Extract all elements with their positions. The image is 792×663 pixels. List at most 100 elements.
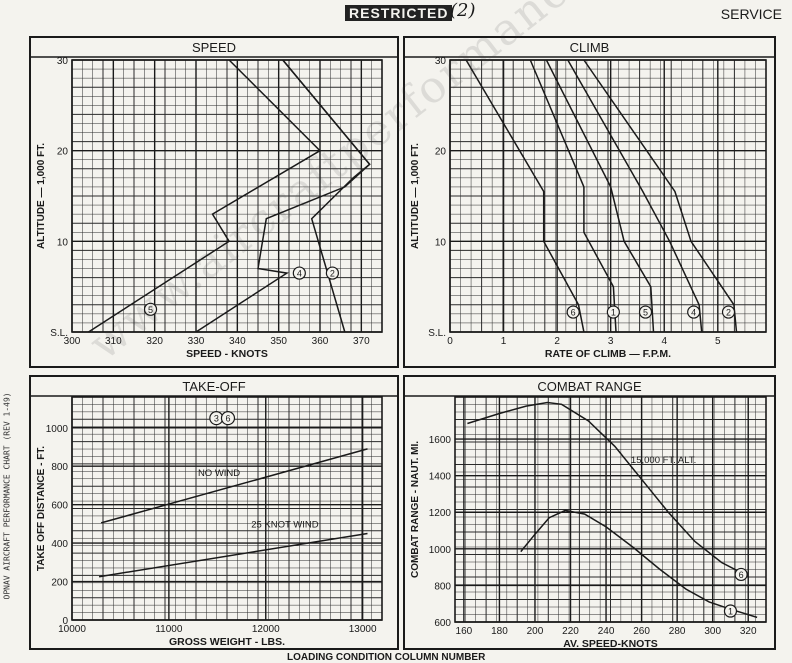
takeoff-x-tick-label: 13000 (349, 624, 377, 635)
climb-series-marker (606, 305, 620, 319)
climb-series-line (465, 59, 585, 333)
takeoff-condition-marker-label: 3 (214, 414, 219, 424)
speed-x-tick-label: 360 (312, 336, 329, 347)
speed-x-tick-label: 320 (146, 336, 163, 347)
takeoff-series-label: 25 KNOT WIND (251, 520, 319, 531)
speed-y-tick-label: 20 (57, 147, 69, 158)
climb-series-marker (566, 305, 580, 319)
combat_range-x-axis-label: AV. SPEED-KNOTS (563, 638, 658, 650)
climb-series-line (545, 59, 655, 333)
climb-x-tick-label: 2 (554, 336, 560, 347)
service-label: SERVICE (720, 6, 782, 22)
speed-y-axis-label: ALTITUDE — 1,000 FT. (36, 143, 47, 249)
restricted-stamp: RESTRICTED (345, 5, 453, 21)
climb-series-marker-label: 6 (571, 308, 576, 318)
climb-x-tick-label: 0 (447, 336, 453, 347)
takeoff-series-label: NO WIND (198, 468, 240, 479)
speed-title: SPEED (192, 40, 236, 55)
climb-x-tick-label: 1 (501, 336, 507, 347)
takeoff-frame (29, 375, 399, 650)
combat_range-x-tick-label: 280 (669, 626, 686, 637)
combat_range-series-marker-label: 1 (728, 607, 733, 617)
climb-x-axis-label: RATE OF CLIMB — F.P.M. (545, 348, 671, 360)
climb-x-tick-label: 3 (608, 336, 614, 347)
takeoff-y-tick-label: 600 (51, 501, 68, 512)
climb-y-tick-label: 10 (435, 237, 447, 248)
combat_range-x-tick-label: 160 (456, 626, 473, 637)
takeoff-title: TAKE-OFF (182, 379, 245, 394)
combat_range-series-marker (723, 604, 738, 618)
takeoff-x-tick-label: 12000 (252, 624, 280, 635)
combat_range-x-tick-label: 180 (491, 626, 508, 637)
takeoff-x-axis-label: GROSS WEIGHT - LBS. (169, 636, 285, 648)
combat_range-x-tick-label: 240 (598, 626, 615, 637)
takeoff-y-axis-label: TAKE OFF DISTANCE - FT. (36, 446, 47, 571)
climb-chart: CLIMB 0 1 2 3 4 5 S.L. 10 20 30 RATE OF CLIMB — F.P… (403, 36, 776, 368)
speed-series-marker-label: 2 (330, 269, 335, 279)
takeoff-y-tick-label: 0 (62, 616, 68, 627)
combat_range-y-tick-label: 1000 (429, 545, 452, 556)
speed-series-marker-label: 4 (297, 269, 302, 279)
combat_range-series-line (520, 509, 758, 619)
speed-y-tick-label: 10 (57, 237, 69, 248)
takeoff-x-tick-label: 10000 (58, 624, 86, 635)
climb-frame (403, 36, 776, 368)
speed-x-tick-label: 350 (270, 336, 287, 347)
speed-x-tick-label: 300 (64, 336, 81, 347)
takeoff-chart: TAKE-OFF 10000 11000 12000 13000 0 200 400 600 80… (29, 375, 399, 650)
combat_range-x-tick-label: 320 (740, 626, 757, 637)
climb-series-marker (687, 305, 701, 319)
speed-chart: SPEED 300 310 320 330 340 350 360 370 S.L. 10 20 30 S… (29, 36, 399, 368)
speed-frame (29, 36, 399, 368)
climb-series-marker-label: 5 (643, 308, 648, 318)
takeoff-y-tick-label: 1000 (46, 424, 69, 435)
climb-title: CLIMB (570, 40, 610, 55)
speed-series-marker-label: 5 (148, 305, 153, 315)
combat_range-chart: COMBAT RANGE 160 180 200 220 240 260 280 300 320 6… (403, 375, 776, 650)
climb-y-axis-label: ALTITUDE — 1,000 FT. (410, 143, 421, 249)
combat_range-y-tick-label: 1600 (429, 435, 452, 446)
combat_range-x-tick-label: 200 (527, 626, 544, 637)
speed-x-tick-label: 340 (229, 336, 246, 347)
takeoff-series-line (98, 532, 368, 578)
speed-series-line (88, 59, 322, 333)
climb-x-tick-label: 4 (661, 336, 667, 347)
speed-x-axis-label: SPEED - KNOTS (186, 348, 268, 360)
climb-series-marker (721, 305, 736, 319)
climb-series-line (529, 59, 617, 333)
page-number: (2) (450, 0, 476, 21)
takeoff-y-tick-label: 800 (51, 462, 68, 473)
takeoff-x-tick-label: 11000 (155, 624, 183, 635)
combat_range-series-marker-label: 6 (739, 570, 744, 580)
climb-y-tick-label: 20 (435, 147, 447, 158)
speed-x-tick-label: 370 (353, 336, 370, 347)
combat_range-y-tick-label: 1400 (429, 472, 452, 483)
combat_range-y-axis-label: COMBAT RANGE - NAUT. MI. (410, 441, 421, 578)
takeoff-condition-marker (220, 411, 236, 426)
combat_range-x-tick-label: 220 (562, 626, 579, 637)
speed-series-marker (143, 302, 158, 316)
climb-series-marker-label: 4 (691, 308, 696, 318)
speed-series-line (282, 59, 371, 333)
climb-y-tick-label: 30 (435, 56, 447, 67)
combat_range-x-tick-label: 300 (704, 626, 721, 637)
speed-x-tick-label: 330 (188, 336, 205, 347)
combat_range-x-tick-label: 260 (633, 626, 650, 637)
climb-series-marker-label: 1 (611, 308, 616, 318)
climb-y-tick-label: S.L. (428, 328, 446, 339)
combat_range-y-tick-label: 800 (434, 581, 451, 592)
combat_range-series-marker (734, 567, 748, 582)
takeoff-series-line (100, 448, 368, 524)
climb-series-marker-label: 2 (726, 308, 731, 318)
combat_range-annotation: 15,000 FT. ALT. (631, 455, 696, 466)
combat_range-series-line (467, 401, 746, 576)
climb-x-tick-label: 5 (715, 336, 721, 347)
combat_range-title: COMBAT RANGE (537, 379, 642, 394)
takeoff-condition-marker-label: 6 (225, 414, 230, 424)
loading-condition-note: LOADING CONDITION COLUMN NUMBER (287, 652, 486, 663)
climb-series-marker (638, 305, 653, 319)
combat_range-y-tick-label: 1200 (429, 508, 452, 519)
speed-y-tick-label: 30 (57, 56, 69, 67)
speed-x-tick-label: 310 (105, 336, 122, 347)
